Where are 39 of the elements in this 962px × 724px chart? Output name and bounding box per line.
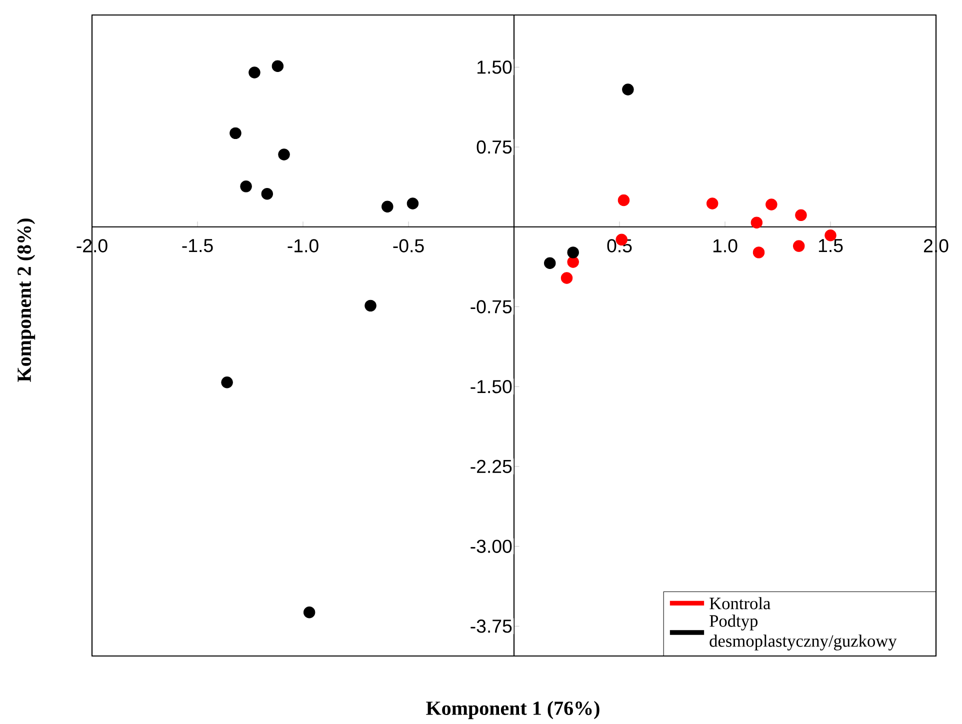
y-axis-title: Komponent 2 (8%) — [16, 218, 36, 382]
y-tick-label: -0.75 — [470, 300, 512, 314]
x-tick-label: 1.0 — [713, 239, 738, 252]
y-tick-label: -3.75 — [470, 620, 512, 633]
x-tick-label: 1.5 — [818, 239, 843, 252]
x-tick-label: -1.0 — [288, 239, 318, 252]
x-tick-label: -1.5 — [182, 239, 213, 252]
point — [221, 376, 233, 388]
point — [766, 198, 778, 210]
point — [752, 246, 765, 258]
point — [567, 246, 579, 258]
point — [706, 198, 718, 210]
x-axis-title: Komponent 1 (76%) — [426, 700, 600, 720]
point — [230, 127, 242, 140]
point — [792, 240, 805, 252]
y-tick-label: -1.50 — [470, 380, 512, 394]
legend-label: Kontrola — [710, 597, 770, 610]
point — [303, 606, 316, 618]
point — [382, 200, 394, 213]
point — [567, 256, 579, 268]
point — [272, 60, 284, 72]
point — [406, 198, 419, 210]
point — [248, 66, 260, 78]
y-tick-label: 1.50 — [477, 60, 512, 74]
x-tick-label: -0.5 — [393, 239, 424, 252]
point — [560, 272, 573, 284]
point — [261, 188, 274, 200]
point — [795, 209, 807, 222]
y-tick-label: -3.00 — [470, 540, 512, 553]
legend-label: Podtyp desmoplastyczny/guzkowy — [710, 614, 897, 650]
point — [240, 180, 252, 192]
point — [618, 194, 630, 206]
y-tick-label: -2.25 — [470, 460, 512, 474]
point — [544, 257, 556, 269]
point — [750, 216, 763, 228]
point — [278, 148, 290, 160]
y-tick-label: 0.75 — [476, 140, 512, 154]
point — [364, 300, 376, 312]
point — [622, 84, 634, 96]
